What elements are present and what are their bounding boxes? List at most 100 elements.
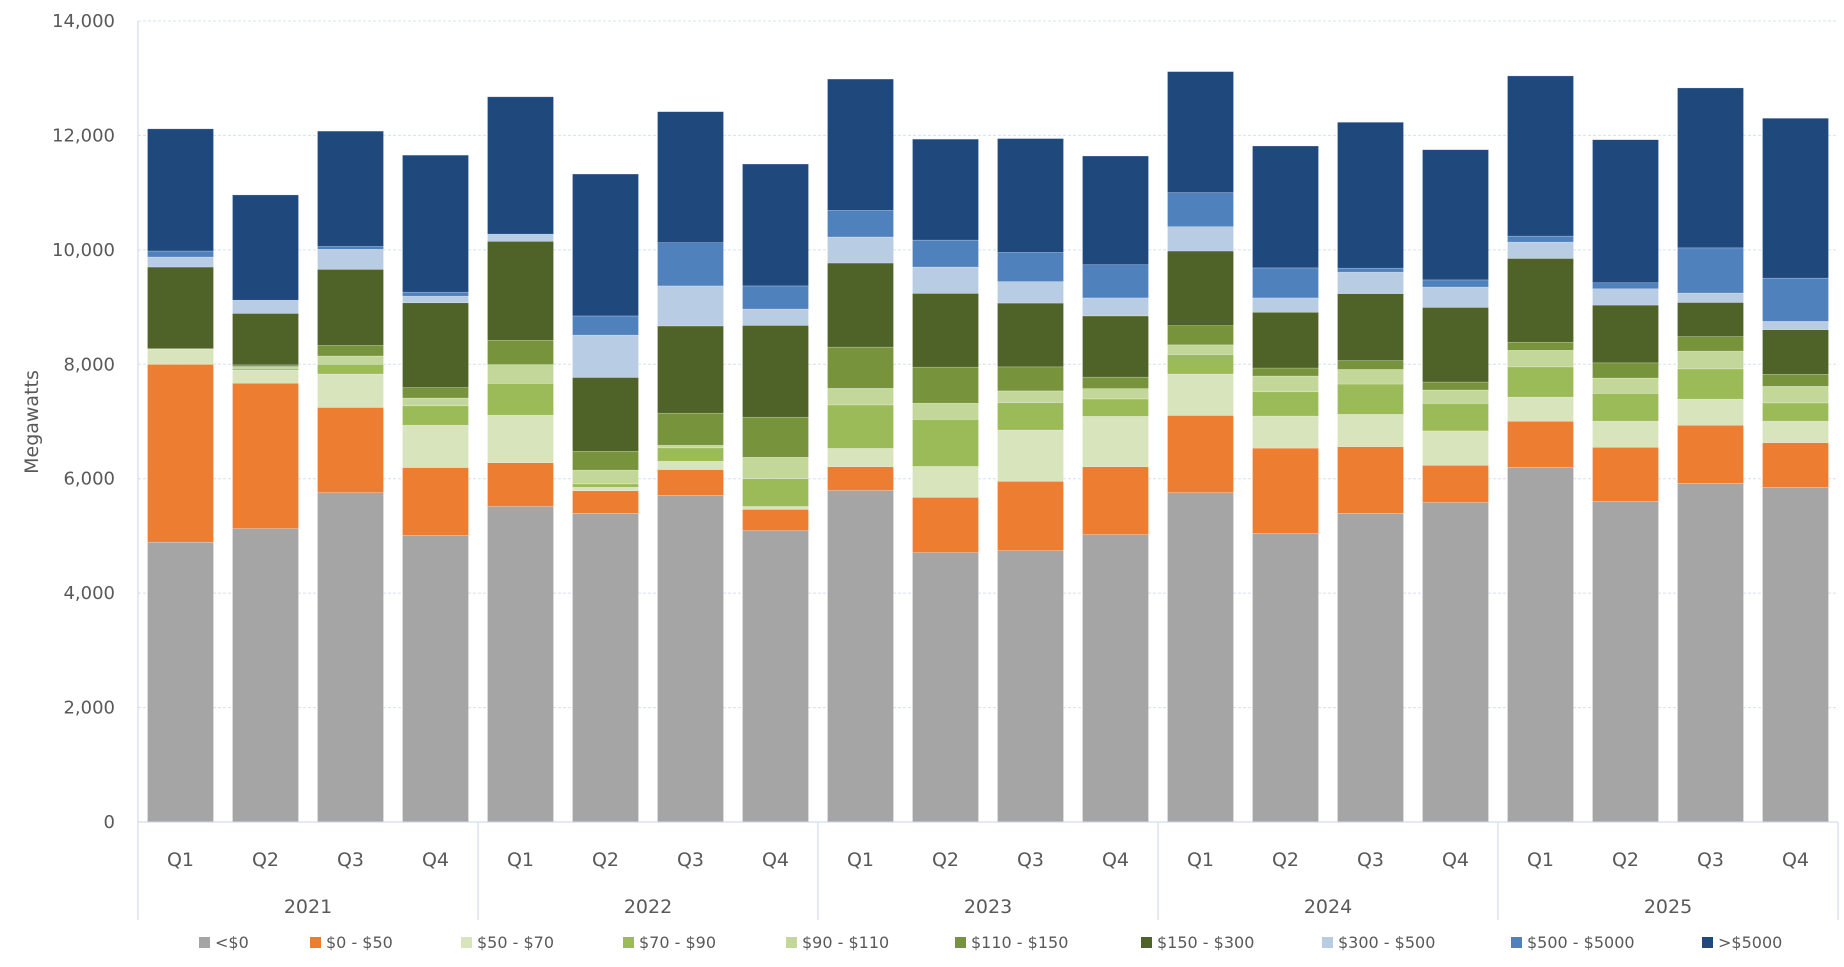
bar-stack bbox=[1508, 76, 1574, 822]
bar-segment bbox=[573, 484, 639, 487]
bar-segment bbox=[1508, 242, 1574, 258]
bar-segment bbox=[148, 257, 214, 267]
bar-segment bbox=[658, 112, 724, 243]
bar-segment bbox=[403, 425, 469, 467]
bar-segment bbox=[1593, 305, 1659, 363]
bar-segment bbox=[998, 252, 1064, 281]
bar-segment bbox=[1593, 447, 1659, 501]
bar-segment bbox=[1168, 493, 1234, 822]
x-tick-year: 2025 bbox=[1644, 896, 1692, 918]
bar-segment bbox=[658, 445, 724, 448]
bar-segment bbox=[1593, 378, 1659, 393]
x-tick-year: 2022 bbox=[624, 896, 672, 918]
legend-item: <$0 bbox=[199, 933, 249, 952]
bar-segment bbox=[233, 195, 299, 300]
bar-segment bbox=[743, 479, 809, 507]
bar-segment bbox=[318, 374, 384, 407]
bar-segment bbox=[403, 155, 469, 292]
bar-segment bbox=[1423, 287, 1489, 307]
bar-segment bbox=[1253, 312, 1319, 368]
bar-segment bbox=[1593, 501, 1659, 822]
bar-segment bbox=[1763, 330, 1829, 375]
y-tick-label: 4,000 bbox=[63, 583, 115, 604]
bar-segment bbox=[318, 364, 384, 374]
y-tick-label: 0 bbox=[104, 812, 115, 833]
bar-segment bbox=[573, 377, 639, 451]
bar-segment bbox=[1083, 534, 1149, 822]
x-tick-quarter: Q1 bbox=[167, 849, 194, 871]
bar-segment bbox=[1593, 140, 1659, 283]
bar-segment bbox=[658, 470, 724, 496]
bar-segment bbox=[488, 415, 554, 462]
bar-stack bbox=[148, 129, 214, 822]
bar-segment bbox=[1083, 298, 1149, 316]
bar-segment bbox=[658, 286, 724, 326]
bar-segment bbox=[998, 139, 1064, 253]
bar-segment bbox=[148, 251, 214, 257]
legend-label: $110 - $150 bbox=[971, 933, 1068, 952]
legend-item: $500 - $5000 bbox=[1511, 933, 1635, 952]
bar-segment bbox=[1508, 350, 1574, 367]
bar-segment bbox=[743, 325, 809, 417]
bar-segment bbox=[913, 367, 979, 403]
bar-segment bbox=[913, 293, 979, 367]
bar-segment bbox=[1253, 448, 1319, 533]
bar-segment bbox=[828, 405, 894, 448]
bar-segment bbox=[1168, 227, 1234, 251]
bar-segment bbox=[1678, 399, 1744, 425]
bar-segment bbox=[828, 490, 894, 822]
bar-stack bbox=[743, 164, 809, 822]
bar-stack bbox=[1763, 118, 1829, 822]
legend-swatch bbox=[199, 937, 210, 948]
bar-segment bbox=[998, 367, 1064, 391]
bar-segment bbox=[1763, 421, 1829, 442]
bar-segment bbox=[1338, 369, 1404, 384]
legend-swatch bbox=[310, 937, 321, 948]
bar-segment bbox=[403, 387, 469, 398]
bar-segment bbox=[1508, 236, 1574, 242]
y-tick-label: 6,000 bbox=[63, 469, 115, 490]
bar-segment bbox=[1423, 150, 1489, 280]
legend-swatch bbox=[1511, 937, 1522, 948]
bar-segment bbox=[1423, 502, 1489, 822]
bar-segment bbox=[828, 388, 894, 405]
legend-label: $70 - $90 bbox=[639, 933, 716, 952]
legend-swatch bbox=[461, 937, 472, 948]
legend-label: >$5000 bbox=[1718, 933, 1782, 952]
legend-item: $0 - $50 bbox=[310, 933, 393, 952]
bar-segment bbox=[1253, 146, 1319, 268]
bar-stack bbox=[1678, 88, 1744, 822]
bar-segment bbox=[573, 470, 639, 484]
bar-segment bbox=[1508, 76, 1574, 236]
bar-segment bbox=[743, 509, 809, 530]
bar-segment bbox=[318, 356, 384, 364]
bar-stack bbox=[1253, 146, 1319, 822]
bar-segment bbox=[1508, 342, 1574, 350]
bar-segment bbox=[233, 313, 299, 364]
bar-segment bbox=[658, 495, 724, 822]
bar-segment bbox=[1083, 416, 1149, 466]
x-tick-quarter: Q2 bbox=[252, 849, 279, 871]
bar-segment bbox=[1508, 367, 1574, 397]
bar-segment bbox=[1253, 392, 1319, 416]
bar-segment bbox=[913, 553, 979, 822]
bar-segment bbox=[318, 493, 384, 822]
bar-segment bbox=[1763, 118, 1829, 278]
legend-item: $50 - $70 bbox=[461, 933, 554, 952]
bar-segment bbox=[913, 419, 979, 466]
bar-segment bbox=[488, 463, 554, 507]
x-tick-quarter: Q1 bbox=[1527, 849, 1554, 871]
bar-segment bbox=[828, 79, 894, 210]
bar-segment bbox=[403, 406, 469, 425]
bar-segment bbox=[1338, 384, 1404, 414]
x-tick-quarter: Q2 bbox=[592, 849, 619, 871]
bar-segment bbox=[828, 210, 894, 237]
bar-segment bbox=[1083, 389, 1149, 399]
bar-segment bbox=[573, 487, 639, 490]
bar-segment bbox=[403, 535, 469, 822]
bar-segment bbox=[1423, 465, 1489, 502]
bar-segment bbox=[318, 131, 384, 246]
x-tick-year: 2023 bbox=[964, 896, 1012, 918]
x-tick-quarter: Q2 bbox=[932, 849, 959, 871]
